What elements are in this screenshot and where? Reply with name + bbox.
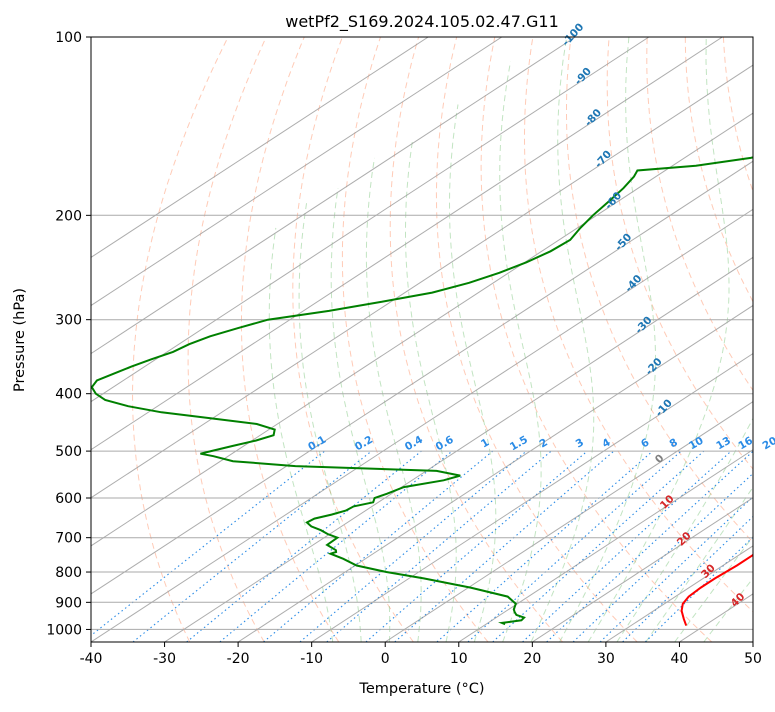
- x-tick-label: 40: [671, 651, 689, 667]
- x-axis-label: Temperature (°C): [358, 681, 484, 697]
- x-tick-label: -10: [300, 651, 323, 667]
- y-tick-label: 300: [55, 313, 82, 329]
- chart-title: wetPf2_S169.2024.105.02.47.G11: [285, 12, 559, 32]
- x-tick-label: 10: [450, 651, 468, 667]
- y-tick-label: 100: [55, 30, 82, 46]
- y-tick-label: 400: [55, 387, 82, 403]
- x-tick-label: -30: [153, 651, 176, 667]
- y-tick-label: 700: [55, 531, 82, 547]
- y-tick-label: 1000: [46, 622, 82, 638]
- x-tick-label: 0: [381, 651, 390, 667]
- x-tick-label: -20: [227, 651, 250, 667]
- y-tick-label: 800: [55, 565, 82, 581]
- y-tick-label: 900: [55, 595, 82, 611]
- x-tick-label: 30: [597, 651, 615, 667]
- y-tick-label: 200: [55, 208, 82, 224]
- x-tick-label: -40: [80, 651, 103, 667]
- x-tick-label: 50: [744, 651, 762, 667]
- y-tick-label: 600: [55, 491, 82, 507]
- y-axis-label: Pressure (hPa): [12, 288, 28, 392]
- x-tick-label: 20: [523, 651, 541, 667]
- y-tick-label: 500: [55, 444, 82, 460]
